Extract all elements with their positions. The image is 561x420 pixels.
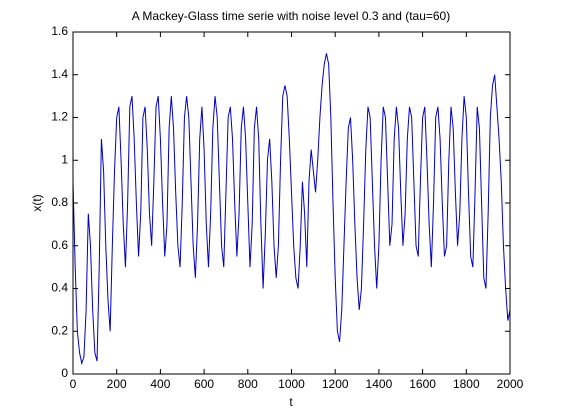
plot-frame: [72, 31, 511, 375]
y-tick-label: 0: [61, 366, 68, 380]
x-tick-label: 1800: [453, 377, 480, 391]
x-tick-label: 1000: [278, 377, 305, 391]
x-tick-label: 0: [70, 377, 77, 391]
x-tick-label: 1400: [366, 377, 393, 391]
y-tick-label: 1.4: [51, 67, 68, 81]
x-tick-label: 400: [150, 377, 170, 391]
x-tick-label: 200: [107, 377, 127, 391]
y-axis-label: x(t): [30, 194, 44, 211]
x-tick-label: 600: [194, 377, 214, 391]
y-tick-label: 1.6: [51, 24, 68, 38]
chart-title: A Mackey-Glass time serie with noise lev…: [132, 9, 450, 23]
x-tick-label: 800: [238, 377, 258, 391]
y-tick-label: 0.4: [51, 281, 68, 295]
x-axis-label: t: [289, 395, 293, 409]
x-tick-label: 1200: [322, 377, 349, 391]
y-tick-label: 0.2: [51, 323, 68, 337]
x-tick-label: 2000: [497, 377, 524, 391]
y-tick-label: 0.6: [51, 238, 68, 252]
y-tick-label: 1: [61, 152, 68, 166]
x-tick-label: 1600: [409, 377, 436, 391]
y-tick-label: 0.8: [51, 195, 68, 209]
data-line: [72, 53, 511, 366]
y-tick-label: 1.2: [51, 110, 68, 124]
